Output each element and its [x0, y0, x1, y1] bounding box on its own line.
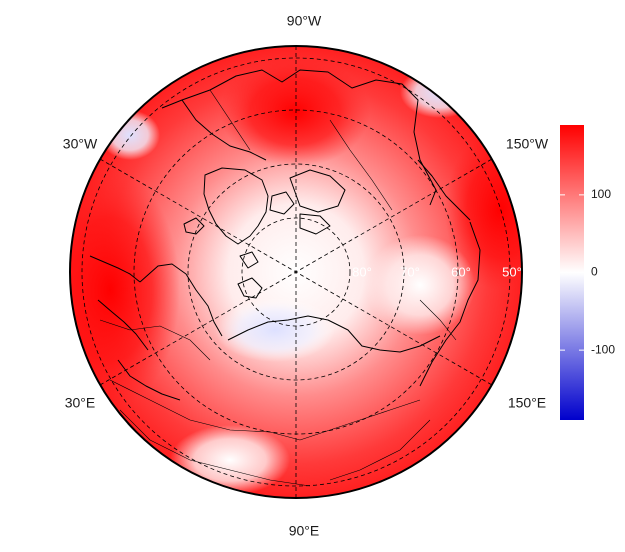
- lat-label-60: 60°: [451, 264, 471, 279]
- parallel-50: [81, 57, 511, 487]
- lat-label-80: 80°: [352, 264, 372, 279]
- coastline-scandinavia: [139, 263, 223, 337]
- lon-label-top: 90°W: [287, 13, 322, 29]
- hotspot-north-america: [220, 57, 370, 167]
- map-border: [69, 45, 523, 499]
- coastline-russia-east: [419, 221, 481, 387]
- longitude-labels: 90°W 30°W 150°W 30°E 150°E 90°E: [63, 13, 549, 539]
- coastline-alaska: [417, 159, 471, 221]
- parallel-70: [187, 163, 405, 381]
- lon-label-bottom: 90°E: [289, 523, 320, 539]
- lat-label-50: 50°: [502, 264, 522, 279]
- colorbar-ticks: 100 0 -100: [560, 187, 615, 356]
- coastline-north-america: [161, 69, 437, 206]
- hotspot-europe: [70, 170, 180, 410]
- coastlines: [89, 69, 481, 401]
- coastline-siberia: [227, 315, 441, 353]
- graticule: [81, 46, 511, 498]
- meridian-30e-150w: [99, 158, 493, 386]
- colorbar-tick-label: 0: [591, 265, 598, 279]
- lon-label-lower-right: 150°E: [508, 395, 546, 411]
- coastline-svalbard: [239, 251, 259, 269]
- country-borders: [99, 89, 457, 487]
- neutral-east: [365, 235, 475, 335]
- coastline-iceland: [183, 217, 205, 235]
- lon-label-upper-left: 30°W: [63, 136, 98, 152]
- lon-label-upper-right: 150°W: [506, 136, 549, 152]
- coolspot-siberia: [215, 298, 335, 362]
- colorbar-tick-label: 100: [591, 187, 611, 201]
- coastline-europe: [89, 255, 181, 401]
- coastline-greenland: [203, 167, 269, 245]
- lon-label-lower-left: 30°E: [65, 395, 96, 411]
- lat-label-70: 70°: [400, 264, 420, 279]
- coastline-arctic-archipelago: [269, 169, 346, 235]
- anomaly-field: [70, 46, 522, 498]
- colorbar-tick-label: -100: [591, 342, 615, 356]
- latitude-labels: 80° 70° 60° 50°: [352, 264, 522, 279]
- colorbar: 100 0 -100: [560, 125, 615, 420]
